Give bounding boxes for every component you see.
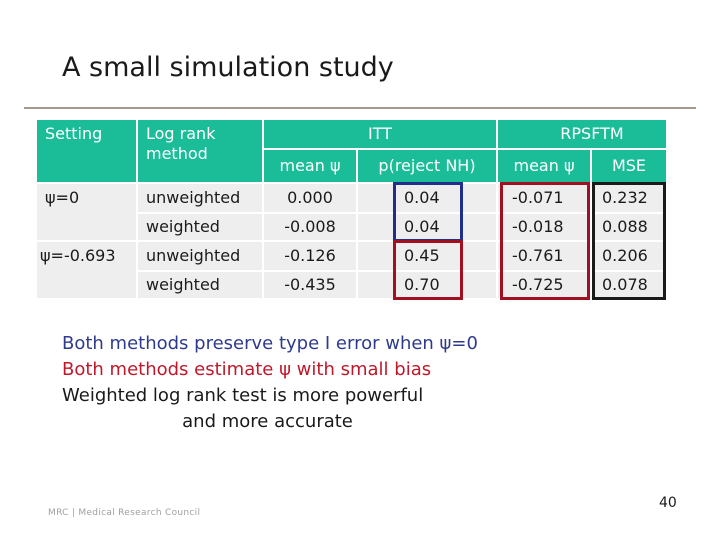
itt-p-cell: 0.45	[358, 242, 496, 270]
conclusion-type1-error: Both methods preserve type I error when …	[62, 333, 478, 354]
header-itt: ITT	[264, 120, 496, 148]
itt-p-cell: 0.70	[358, 272, 496, 298]
conclusion-bias: Both methods estimate ψ with small bias	[62, 359, 432, 380]
rpsftm-mse-cell: 0.078	[592, 272, 666, 298]
method-cell: unweighted	[138, 242, 262, 270]
conclusions: Both methods preserve type I error when …	[62, 331, 478, 435]
header-itt-p-reject: p(reject NH)	[358, 150, 496, 182]
itt-p-cell: 0.04	[358, 214, 496, 240]
itt-mean-cell: -0.435	[264, 272, 356, 298]
slide-title: A small simulation study	[62, 52, 394, 83]
title-divider	[24, 107, 696, 109]
method-cell: weighted	[138, 214, 262, 240]
mrc-logo: MRC | Medical Research Council	[48, 508, 201, 518]
header-itt-mean-psi: mean ψ	[264, 150, 356, 182]
header-rpsftm: RPSFTM	[498, 120, 666, 148]
itt-mean-cell: 0.000	[264, 184, 356, 212]
rpsftm-mse-cell: 0.232	[592, 184, 666, 212]
itt-mean-cell: -0.008	[264, 214, 356, 240]
rpsftm-mean-cell: -0.071	[498, 184, 590, 212]
rpsftm-mse-cell: 0.206	[592, 242, 666, 270]
itt-p-cell: 0.04	[358, 184, 496, 212]
conclusion-power: Weighted log rank test is more powerful	[62, 385, 424, 406]
method-cell: weighted	[138, 272, 262, 298]
setting-cell-psi-neg: ψ=-0.693	[37, 242, 136, 298]
page-number: 40	[659, 495, 677, 511]
rpsftm-mse-cell: 0.088	[592, 214, 666, 240]
method-cell: unweighted	[138, 184, 262, 212]
conclusion-accuracy: and more accurate	[62, 411, 353, 432]
setting-cell-psi-0: ψ=0	[37, 184, 136, 240]
header-setting: Setting	[37, 120, 136, 182]
header-rpsftm-mean-psi: mean ψ	[498, 150, 590, 182]
rpsftm-mean-cell: -0.725	[498, 272, 590, 298]
itt-mean-cell: -0.126	[264, 242, 356, 270]
header-rpsftm-mse: MSE	[592, 150, 666, 182]
header-log-rank-method: Log rank method	[138, 120, 262, 182]
rpsftm-mean-cell: -0.761	[498, 242, 590, 270]
rpsftm-mean-cell: -0.018	[498, 214, 590, 240]
